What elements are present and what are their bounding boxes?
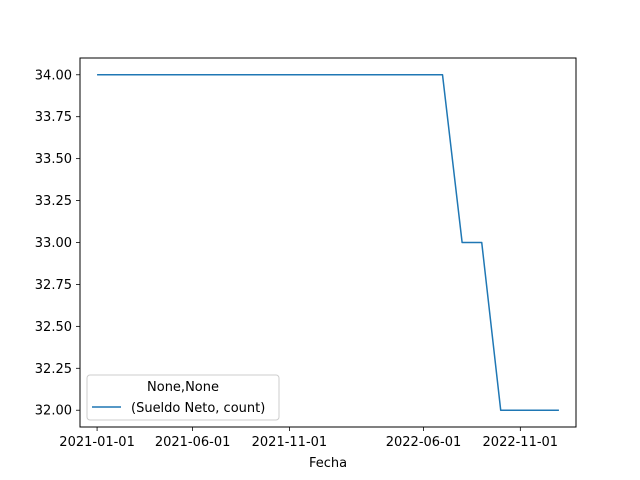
legend: None,None (Sueldo Neto, count) [86, 374, 280, 421]
legend-box [86, 374, 280, 421]
x-axis-label: Fecha [309, 456, 347, 471]
y-tick-label: 32.25 [35, 362, 72, 377]
y-tick-label: 32.00 [35, 404, 72, 419]
y-tick-label: 33.25 [35, 194, 72, 209]
y-tick-label: 33.50 [35, 152, 72, 167]
y-tick-label: 33.75 [35, 110, 72, 125]
y-tick-label: 32.50 [35, 320, 72, 335]
x-tick-label: 2022-06-01 [386, 435, 462, 450]
x-tick-label: 2021-01-01 [59, 435, 135, 450]
y-tick-label: 33.00 [35, 236, 72, 251]
x-tick-label: 2022-11-01 [483, 435, 559, 450]
y-tick-label: 34.00 [35, 68, 72, 83]
x-tick-label: 2021-06-01 [155, 435, 231, 450]
y-tick-label: 32.75 [35, 278, 72, 293]
legend-entry: (Sueldo Neto, count) [131, 401, 265, 416]
legend-title: None,None [147, 380, 219, 395]
x-tick-label: 2021-11-01 [252, 435, 328, 450]
series-line [97, 74, 559, 411]
